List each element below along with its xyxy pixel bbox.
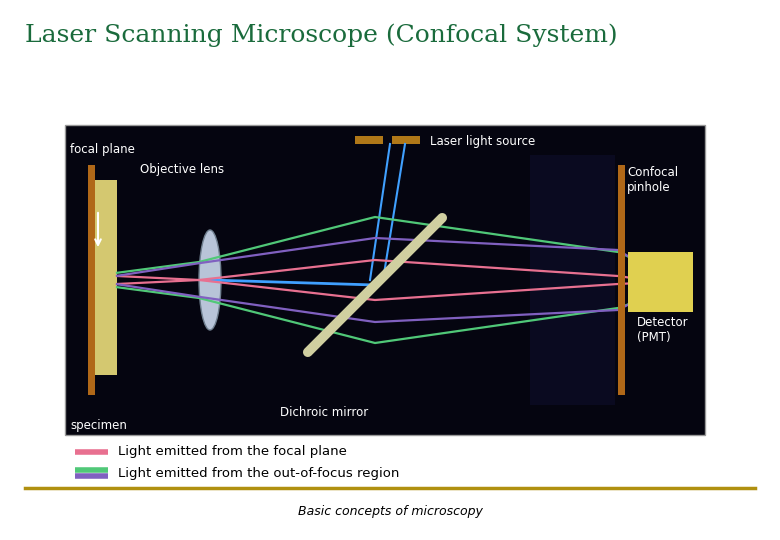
Text: Detector
(PMT): Detector (PMT)	[637, 316, 689, 344]
Text: Light emitted from the focal plane: Light emitted from the focal plane	[118, 446, 347, 458]
Text: focal plane: focal plane	[70, 144, 135, 157]
Text: specimen: specimen	[70, 418, 127, 431]
Bar	[88, 165, 95, 395]
Bar	[628, 252, 693, 312]
Bar	[95, 180, 117, 375]
Text: Basic concepts of microscopy: Basic concepts of microscopy	[297, 505, 483, 518]
Bar	[65, 125, 705, 435]
Bar	[530, 155, 615, 405]
Ellipse shape	[199, 230, 221, 330]
Text: Objective lens: Objective lens	[140, 164, 224, 177]
Bar	[392, 136, 420, 144]
Text: Laser Scanning Microscope (Confocal System): Laser Scanning Microscope (Confocal Syst…	[25, 23, 618, 47]
Bar	[618, 165, 625, 395]
Text: Confocal
pinhole: Confocal pinhole	[627, 166, 678, 194]
Bar	[355, 136, 383, 144]
Text: Light emitted from the out-of-focus region: Light emitted from the out-of-focus regi…	[118, 467, 399, 480]
Text: Laser light source: Laser light source	[430, 134, 535, 147]
Text: Dichroic mirror: Dichroic mirror	[280, 407, 368, 420]
